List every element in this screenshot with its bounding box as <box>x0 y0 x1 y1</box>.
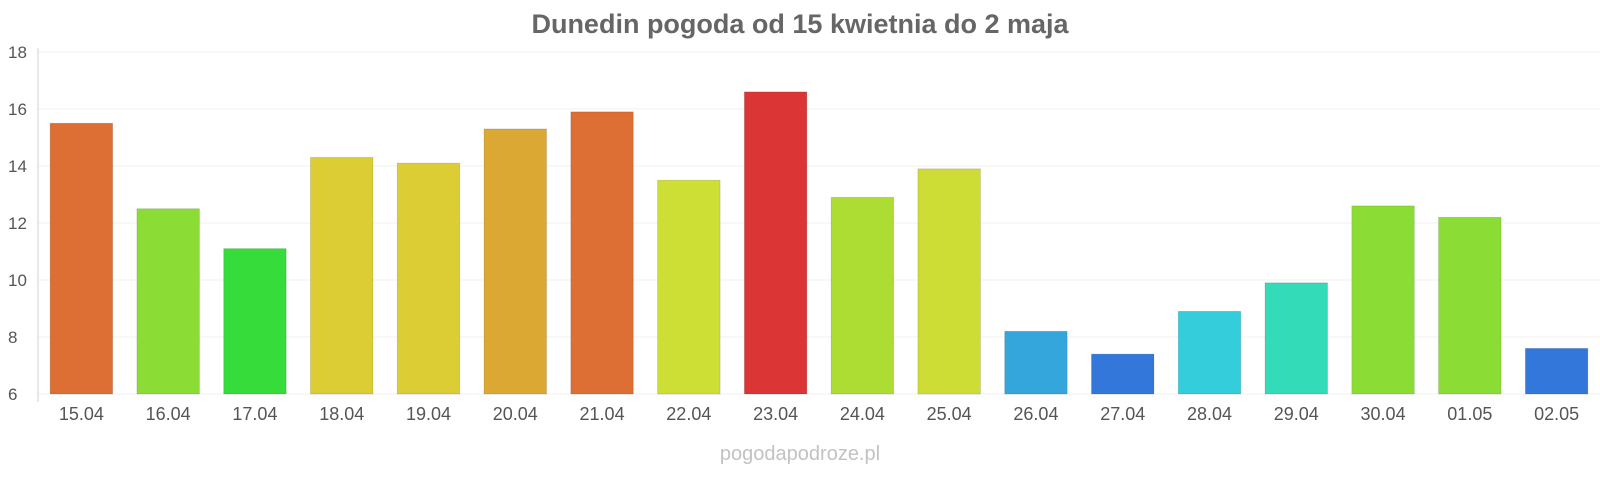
x-tick-label: 25.04 <box>927 404 972 424</box>
x-tick-label: 19.04 <box>406 404 451 424</box>
x-tick-label: 23.04 <box>753 404 798 424</box>
x-tick-label: 20.04 <box>493 404 538 424</box>
bar <box>1004 330 1068 395</box>
bar <box>1524 347 1589 395</box>
bar <box>1264 282 1328 395</box>
x-axis: 15.04 16.04 17.04 18.04 19.04 20.04 21.04 22.04… <box>59 404 1579 424</box>
x-tick-label: 27.04 <box>1100 404 1145 424</box>
x-tick-label: 21.04 <box>580 404 625 424</box>
y-tick-label: 6 <box>8 385 17 404</box>
y-tick-label: 14 <box>8 157 27 176</box>
y-tick-label: 18 <box>8 43 27 62</box>
bar <box>396 162 461 395</box>
y-tick-label: 8 <box>8 328 17 347</box>
bar <box>1091 353 1155 395</box>
x-tick-label: 24.04 <box>840 404 885 424</box>
x-tick-label: 28.04 <box>1187 404 1232 424</box>
bars <box>49 91 1589 395</box>
watermark: pogodapodroze.pl <box>720 443 880 465</box>
x-tick-label: 26.04 <box>1013 404 1058 424</box>
x-tick-label: 17.04 <box>232 404 277 424</box>
x-tick-label: 02.05 <box>1534 404 1579 424</box>
x-tick-label: 15.04 <box>59 404 104 424</box>
x-tick-label: 16.04 <box>146 404 191 424</box>
bar <box>830 196 895 395</box>
y-tick-label: 16 <box>8 100 27 119</box>
bar <box>136 208 200 395</box>
x-tick-label: 18.04 <box>319 404 364 424</box>
bar <box>743 91 808 395</box>
bar <box>1351 205 1415 395</box>
bar <box>570 111 634 395</box>
bar <box>917 168 981 395</box>
bar <box>310 157 374 395</box>
y-tick-label: 12 <box>8 214 27 233</box>
x-tick-label: 01.05 <box>1447 404 1492 424</box>
bar <box>657 179 721 395</box>
bar <box>483 128 547 395</box>
y-axis: 6 8 10 12 14 16 18 <box>8 43 39 404</box>
y-tick-label: 10 <box>8 271 27 290</box>
x-tick-label: 29.04 <box>1274 404 1319 424</box>
chart-title: Dunedin pogoda od 15 kwietnia do 2 maja <box>531 9 1069 39</box>
x-tick-label: 22.04 <box>666 404 711 424</box>
grid-layer <box>38 51 1600 395</box>
bar <box>1438 216 1502 395</box>
bar <box>1177 310 1242 395</box>
x-tick-label: 30.04 <box>1361 404 1406 424</box>
bar <box>223 248 287 395</box>
bar <box>49 122 114 395</box>
